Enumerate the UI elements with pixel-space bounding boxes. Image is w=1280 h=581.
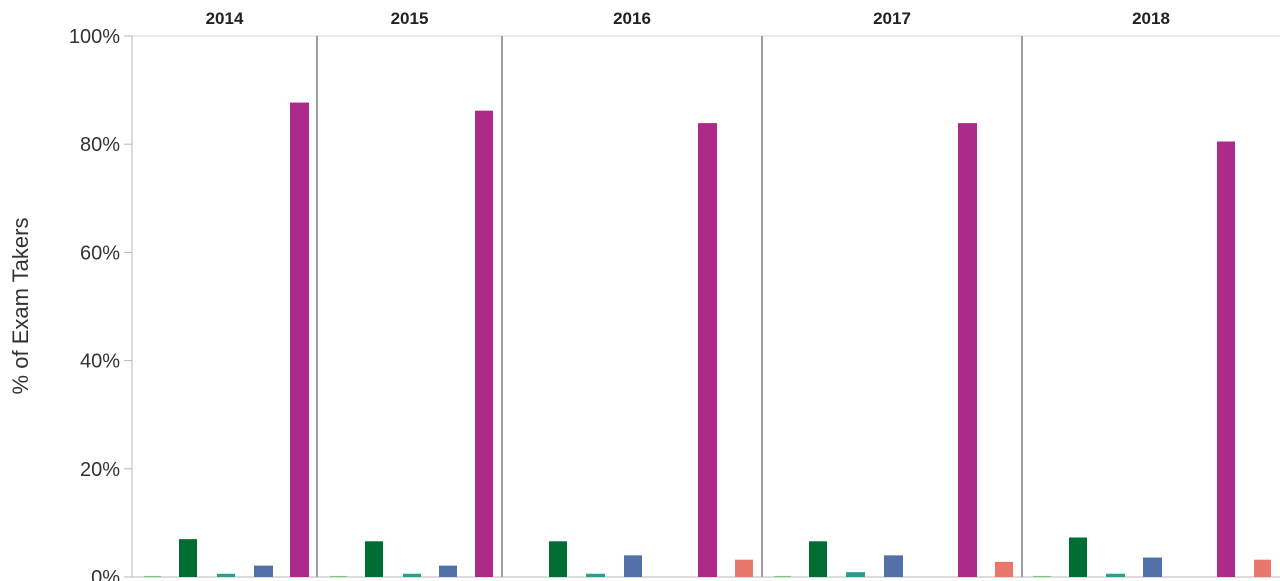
bar-mark: [144, 575, 161, 577]
bar-mark: [1033, 575, 1051, 577]
y-tick-label: 60%: [80, 242, 120, 264]
bar-mark: [624, 555, 642, 577]
bar-mark: [995, 561, 1013, 577]
y-tick-label: 100%: [69, 26, 120, 48]
bar-mark: [179, 539, 197, 577]
bar-mark: [698, 123, 717, 577]
bar-mark: [365, 541, 383, 577]
bar-mark: [254, 565, 273, 577]
panel-title: 2015: [391, 9, 429, 28]
bar-mark: [774, 575, 791, 577]
panel-title: 2016: [613, 9, 651, 28]
bar-mark: [958, 123, 977, 577]
bar-mark: [884, 555, 903, 577]
panel-title: 2018: [1132, 9, 1170, 28]
bar-mark: [586, 573, 605, 577]
bar-mark: [1217, 141, 1235, 577]
bar-mark: [439, 565, 457, 577]
y-tick-label: 0%: [91, 567, 120, 581]
y-tick-label: 40%: [80, 351, 120, 373]
panel-title: 2014: [206, 9, 244, 28]
bar-mark: [549, 541, 567, 577]
bar-mark: [330, 575, 347, 577]
bar-mark: [735, 559, 753, 577]
bar-mark: [403, 573, 421, 577]
bar-mark: [290, 102, 309, 577]
y-tick-label: 20%: [80, 459, 120, 481]
bar-mark: [1254, 559, 1271, 577]
y-axis-label: % of Exam Takers: [8, 218, 33, 395]
panel-title: 2017: [873, 9, 911, 28]
bar-mark: [475, 110, 493, 578]
bar-mark: [846, 572, 865, 577]
bar-mark: [217, 573, 235, 577]
y-tick-label: 80%: [80, 134, 120, 156]
bar-mark: [809, 541, 827, 577]
bar-mark: [1069, 537, 1087, 577]
bar-mark: [1143, 557, 1162, 577]
bar-mark: [1106, 573, 1125, 577]
